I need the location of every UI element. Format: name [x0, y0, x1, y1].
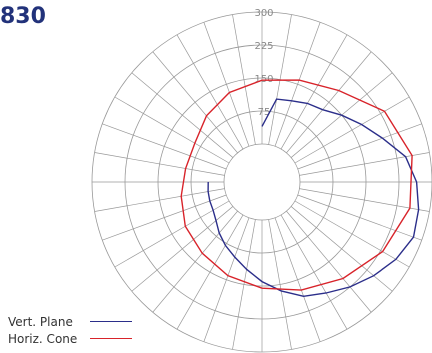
grid-spoke [297, 123, 422, 170]
grid-spoke [203, 217, 250, 342]
ring-label: 75 [258, 107, 271, 118]
legend: Vert. Plane Horiz. Cone [8, 313, 132, 347]
grid-spoke [203, 22, 250, 147]
grid-spoke [131, 206, 234, 292]
grid-spoke [268, 219, 292, 350]
grid-spoke [286, 210, 372, 313]
grid-spoke [299, 152, 430, 176]
grid-spoke [297, 194, 422, 241]
grid-spoke [94, 188, 225, 212]
legend-item-vert-plane: Vert. Plane [8, 313, 132, 330]
grid-spoke [94, 152, 225, 176]
grid-spoke [131, 72, 234, 158]
grid-spoke [232, 219, 256, 350]
grid-spoke [102, 194, 227, 241]
series-line-horiz-cone [180, 79, 413, 291]
grid-spoke [176, 214, 244, 330]
grid-spoke [294, 96, 410, 164]
ring-label: 300 [254, 8, 273, 19]
legend-swatch-horiz-cone [90, 338, 132, 339]
grid-spoke [290, 206, 393, 292]
grid-spoke [114, 200, 230, 268]
grid-spoke [102, 123, 227, 170]
legend-swatch-vert-plane [90, 321, 132, 322]
grid-spoke [114, 96, 230, 164]
legend-label-horiz-cone: Horiz. Cone [8, 331, 78, 346]
grid-spoke [274, 22, 321, 147]
grid-spoke [286, 51, 372, 154]
grid-spoke [280, 34, 348, 150]
grid-spoke [176, 34, 244, 150]
grid-spoke [299, 188, 430, 212]
chart-title: 830 [0, 4, 46, 29]
grid-spoke [280, 214, 348, 330]
hub-ring [223, 143, 301, 221]
ring-label: 225 [254, 41, 273, 52]
legend-item-horiz-cone: Horiz. Cone [8, 330, 132, 347]
legend-label-vert-plane: Vert. Plane [8, 314, 73, 329]
series-line-vert-plane [207, 98, 420, 298]
grid-spoke [152, 210, 238, 313]
grid-spoke [274, 217, 321, 342]
grid-spoke [294, 200, 410, 268]
grid-spoke [232, 14, 256, 145]
grid-spoke [152, 51, 238, 154]
